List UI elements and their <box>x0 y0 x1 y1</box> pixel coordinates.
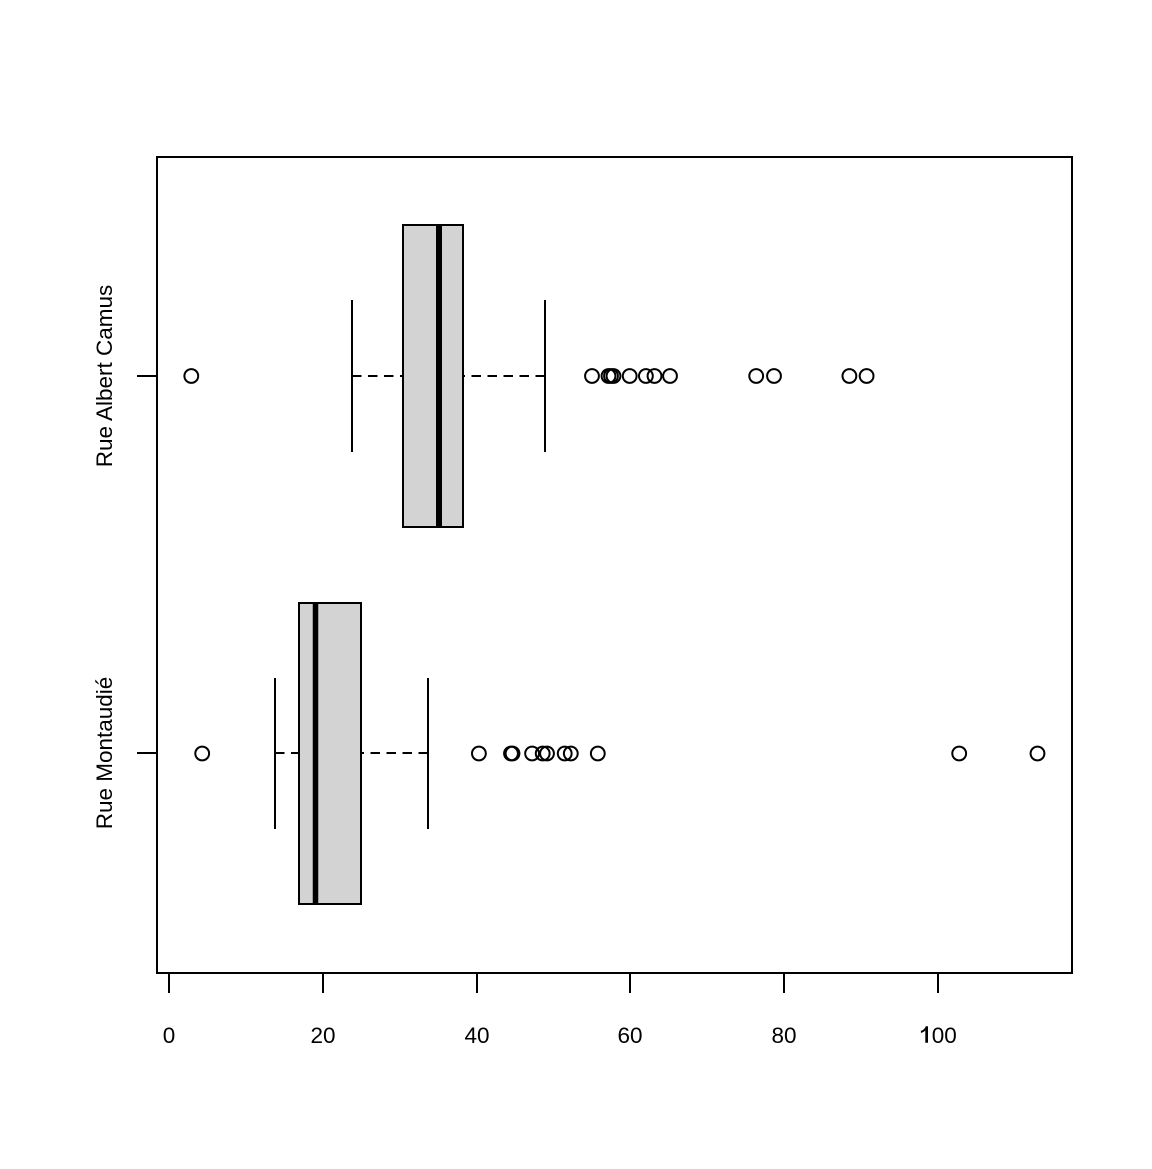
svg-text:00: 00 <box>932 1023 957 1048</box>
svg-text:40: 40 <box>464 1023 489 1048</box>
svg-text:Rue Montaudié: Rue Montaudié <box>92 677 117 830</box>
svg-text:20: 20 <box>310 1023 335 1048</box>
svg-text:60: 60 <box>617 1023 642 1048</box>
svg-text:80: 80 <box>771 1023 796 1048</box>
svg-text:0: 0 <box>163 1023 176 1048</box>
svg-text:Rue Albert Camus: Rue Albert Camus <box>92 285 117 468</box>
